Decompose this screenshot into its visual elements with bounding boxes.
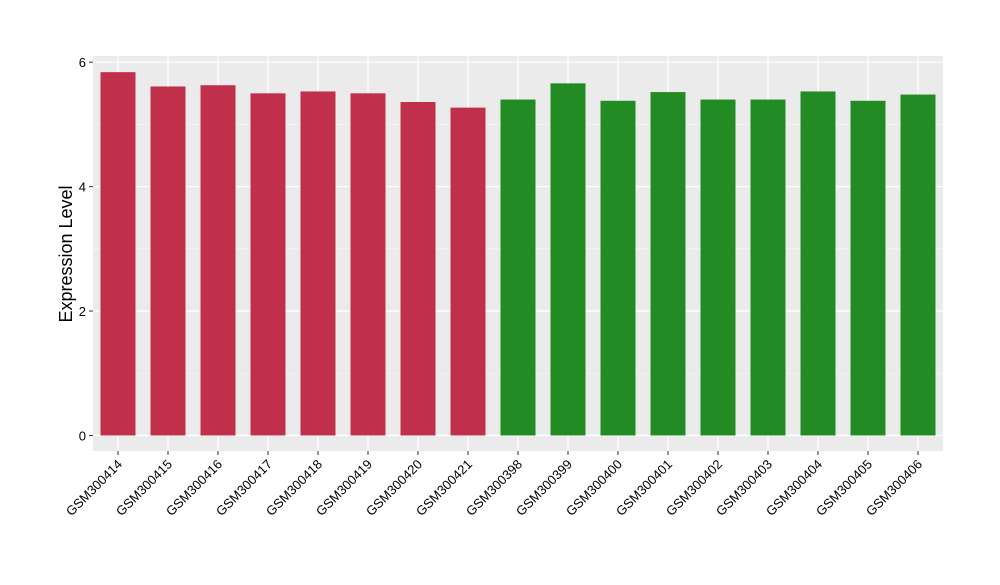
bar-GSM300420	[400, 102, 436, 436]
y-axis: 0 2 4 6	[79, 55, 93, 443]
bar-GSM300414	[100, 72, 136, 436]
y-tick-label: 4	[79, 180, 86, 195]
bar-GSM300402	[700, 99, 736, 436]
y-tick-label: 2	[79, 304, 86, 319]
bar-GSM300415	[150, 86, 186, 436]
bar-GSM300418	[300, 91, 336, 436]
y-tick-label: 0	[79, 428, 86, 443]
y-tick-label: 6	[79, 55, 86, 70]
bar-GSM300398	[500, 99, 536, 436]
y-axis-label: Expression Level	[56, 185, 76, 322]
bar-GSM300417	[250, 93, 286, 436]
bar-GSM300419	[350, 93, 386, 436]
x-axis: GSM300414GSM300415GSM300416GSM300417GSM3…	[63, 451, 925, 519]
bar-GSM300400	[600, 100, 636, 436]
bar-GSM300406	[900, 94, 936, 436]
bar-GSM300405	[850, 100, 886, 436]
bar-GSM300416	[200, 85, 236, 436]
bar-GSM300421	[450, 107, 486, 436]
bar-GSM300399	[550, 83, 586, 436]
bar-GSM300401	[650, 92, 686, 436]
bar-GSM300404	[800, 91, 836, 436]
bar-GSM300403	[750, 99, 786, 436]
bars	[100, 72, 936, 436]
